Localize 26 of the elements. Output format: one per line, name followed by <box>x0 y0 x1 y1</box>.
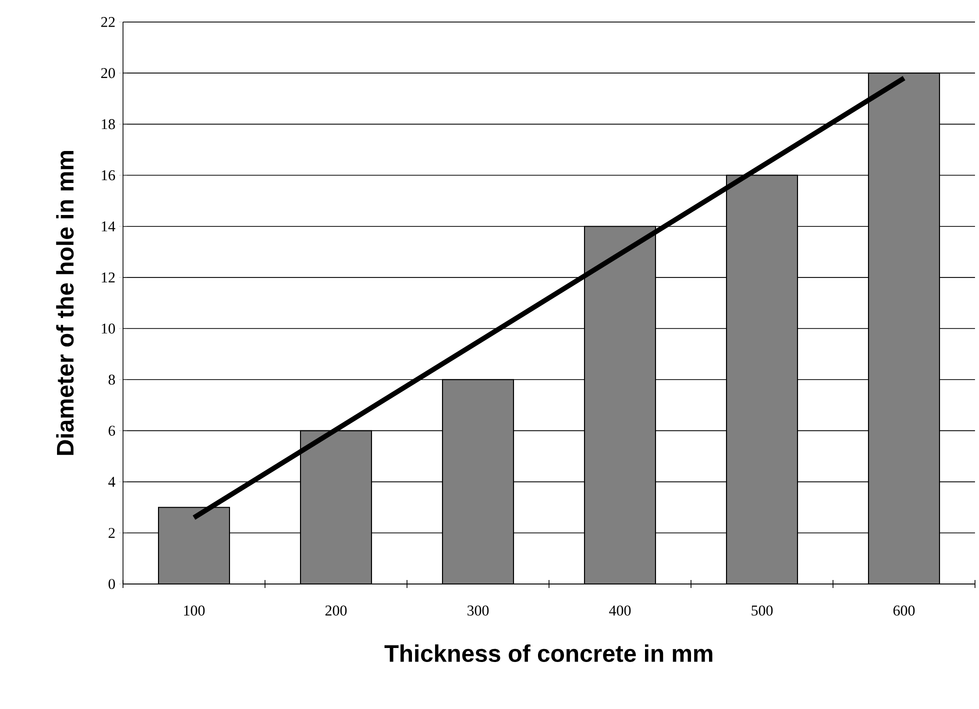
bar <box>158 506 230 584</box>
bar <box>442 379 514 584</box>
y-tick-label: 12 <box>102 272 115 282</box>
x-tick-label: 200 <box>325 606 347 616</box>
x-tick-label: 300 <box>468 606 489 616</box>
y-tick-label: 18 <box>102 119 115 130</box>
x-tick-label: 400 <box>609 606 631 616</box>
y-tick-label: 6 <box>108 426 116 436</box>
y-tick-label: 20 <box>101 68 115 78</box>
y-tick-label: 16 <box>102 170 116 180</box>
bar <box>300 430 372 584</box>
y-tick-label: 14 <box>102 221 116 232</box>
x-tick-label: 100 <box>184 606 205 616</box>
y-axis-title: Diameter of the hole in mm <box>56 151 74 455</box>
bar <box>726 174 798 584</box>
y-tick-label: 10 <box>102 323 115 334</box>
x-axis-title: Thickness of concrete in mm <box>384 644 712 662</box>
y-tick-label: 4 <box>108 476 116 487</box>
x-tick-label: 600 <box>893 606 915 616</box>
y-tick-label: 0 <box>108 578 115 590</box>
y-tick-label: 8 <box>108 374 115 385</box>
x-tick-label: 500 <box>752 606 773 616</box>
y-tick-label: 22 <box>101 17 115 27</box>
bar <box>584 226 656 584</box>
bar <box>868 72 940 584</box>
y-tick-label: 2 <box>108 528 115 538</box>
